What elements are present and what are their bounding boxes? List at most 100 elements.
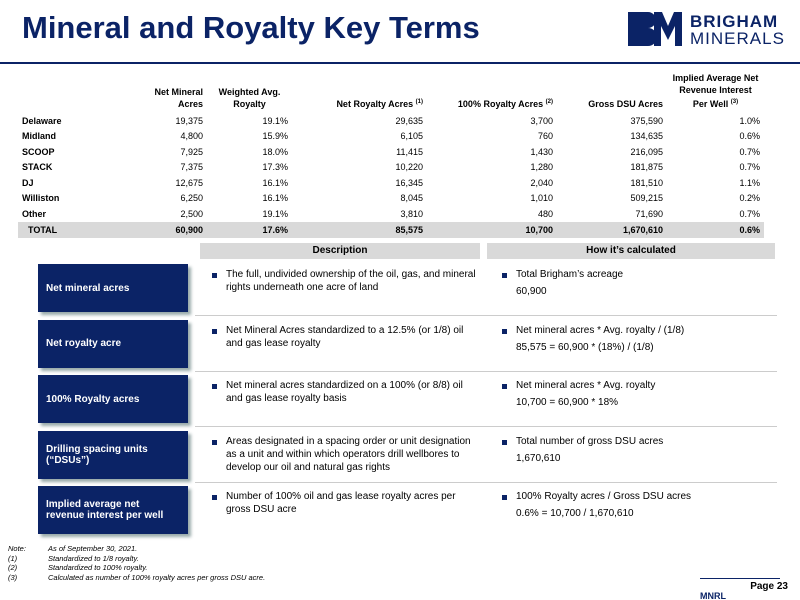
table-cell: 1.0% — [739, 115, 760, 126]
table-cell: 6,250 — [180, 193, 203, 204]
header-row: Net Mineral Acres Weighted Avg. Royalty Ne… — [18, 72, 764, 113]
table-cell: 760 — [537, 131, 553, 142]
table-cell: 181,875 — [630, 162, 663, 173]
column-header: How it’s calculated — [487, 243, 775, 259]
bullet — [212, 328, 217, 334]
bullet — [502, 384, 507, 389]
header-label: Weighted Avg. Royalty — [218, 87, 281, 109]
calculation: 1,670,610 — [516, 452, 561, 464]
calculation: 10,700 = 60,900 * 18% — [516, 397, 619, 408]
table-cell: 181,510 — [630, 177, 663, 188]
term-box: Net royalty acre — [38, 319, 188, 368]
total-cell: 60,900 — [130, 221, 207, 238]
note-label: (2) — [8, 563, 18, 572]
table-row: Midland 4,800 15.9% 6,105 760 134,635 0.6% — [18, 129, 764, 145]
total-cell: 17.6% — [207, 221, 292, 238]
divider — [195, 481, 777, 483]
term-box: Drilling spacing units (“DSUs”) — [38, 430, 188, 479]
term-box: Implied average net revenue interest per… — [38, 486, 188, 534]
table-row: SCOOP 7,925 18.0% 11,415 1,430 216,095 0.7% — [18, 144, 764, 160]
header-cell: Weighted Avg. Royalty — [207, 72, 292, 113]
total-cell: 1,670,610 — [557, 221, 667, 238]
table-cell: 0.7% — [739, 208, 760, 219]
bullet — [502, 439, 507, 445]
header-cell: Gross DSU Acres — [557, 72, 667, 113]
table-cell: 0.7% — [739, 162, 760, 173]
table-row: Williston 6,250 16.1% 8,045 1,010 509,215 0.2% — [18, 191, 764, 207]
table-cell: 480 — [537, 208, 553, 219]
logo-mark — [628, 12, 682, 46]
table-cell: 3,700 — [530, 115, 553, 126]
table-cell: 71,690 — [635, 208, 663, 219]
description: Net Mineral Acres standardized to a 12.5… — [226, 324, 464, 349]
bullet — [212, 273, 217, 278]
table-cell: 12,675 — [175, 177, 203, 188]
column-header: Description — [200, 243, 480, 259]
header-label: Net Mineral Acres — [154, 87, 203, 109]
note-label: (3) — [8, 572, 18, 582]
calculation: 0.6% = 10,700 / 1,670,610 — [516, 508, 634, 519]
table-cell: 16,345 — [395, 177, 423, 188]
header-cell: Net Royalty Acres (1) — [292, 72, 427, 113]
page-number: Page 23 — [750, 581, 788, 592]
table-row: STACK 7,375 17.3% 10,220 1,280 181,875 0.7% — [18, 160, 764, 176]
table-cell: 134,635 — [630, 131, 663, 142]
header-cell: Implied Average Net Revenue Interest Per… — [667, 72, 764, 113]
divider — [195, 426, 777, 427]
table-cell: Williston — [22, 193, 60, 204]
table-cell: 1,010 — [530, 193, 553, 204]
table-cell: 10,220 — [395, 162, 423, 173]
table-cell: 15.9% — [262, 131, 288, 142]
ticker: MNRL — [700, 591, 726, 600]
table-cell: 1,430 — [530, 146, 553, 157]
table-cell: 2,040 — [530, 177, 553, 188]
table-cell: 0.2% — [739, 193, 760, 204]
header-label: Net Royalty Acres — [336, 99, 414, 109]
note-label: (1) — [8, 553, 18, 563]
table-cell: 8,045 — [400, 193, 423, 204]
table-cell: 0.6% — [739, 131, 760, 142]
description: Areas designated in a spacing order or u… — [226, 435, 471, 473]
total-cell: 85,575 — [292, 221, 427, 238]
header-label: Gross DSU Acres — [588, 99, 663, 109]
table-cell: STACK — [22, 162, 53, 173]
header-note: (2) — [545, 99, 553, 105]
header-label: Implied Average Net Revenue Interest Per… — [672, 73, 759, 109]
table-cell: DJ — [22, 177, 34, 188]
table-cell: Other — [22, 208, 47, 219]
table-cell: 2,500 — [180, 208, 203, 219]
table-cell: Delaware — [22, 115, 62, 126]
table-cell: 11,415 — [396, 146, 423, 157]
total-row: TOTAL 60,900 17.6% 85,575 10,700 1,670,610 0.6… — [18, 221, 764, 238]
bullet — [502, 328, 507, 334]
calculation: Net mineral acres * Avg. royalty / (1/8) — [516, 324, 685, 336]
table-cell: 16.1% — [262, 177, 288, 188]
header-cell: 100% Royalty Acres (2) — [427, 72, 557, 113]
table-cell: 375,590 — [630, 115, 663, 126]
note-label: Note: — [8, 544, 26, 553]
bullet — [502, 273, 507, 278]
bullet — [212, 384, 217, 389]
note-text: Standardized to 1/8 royalty. — [48, 553, 139, 563]
table-cell: SCOOP — [22, 146, 55, 157]
header-note: (1) — [415, 99, 423, 105]
bullet — [502, 495, 507, 500]
rule — [0, 62, 800, 64]
logo-text: MINERALS — [690, 29, 785, 48]
table-cell: 7,375 — [180, 162, 203, 173]
table-cell: 3,810 — [400, 208, 423, 219]
table-row: DJ 12,675 16.1% 16,345 2,040 181,510 1.1% — [18, 175, 764, 191]
acreage-table: Net Mineral Acres Weighted Avg. Royalty Ne… — [18, 72, 764, 238]
calculation: Total number of gross DSU acres — [516, 435, 664, 447]
table-cell: 19,375 — [175, 115, 203, 126]
table-cell: Midland — [22, 131, 56, 142]
description: The full, undivided ownership of the oil… — [226, 269, 476, 293]
divider — [195, 370, 777, 372]
title: Mineral and Royalty Key Terms — [22, 10, 480, 45]
bullet — [212, 439, 217, 445]
logo-text: BRIGHAM — [690, 12, 779, 31]
table-cell: 509,215 — [630, 193, 663, 204]
description: Number of 100% oil and gas lease royalty… — [226, 491, 456, 515]
note-text: Calculated as number of 100% royalty acr… — [48, 572, 266, 582]
table-cell: 29,635 — [395, 115, 423, 126]
